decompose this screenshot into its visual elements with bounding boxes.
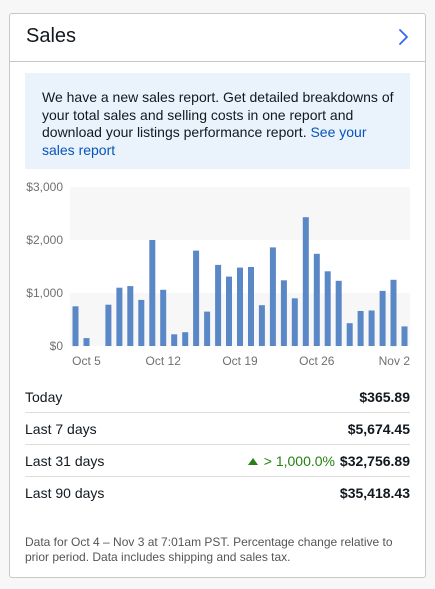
stat-label: Last 31 days	[25, 453, 105, 469]
stat-row: Last 31 days > 1,000.0% $32,756.89	[25, 445, 410, 477]
x-tick-label: Oct 26	[299, 354, 335, 368]
chart-bar[interactable]	[105, 304, 112, 346]
chevron-right-icon[interactable]	[394, 26, 412, 48]
chart-bar[interactable]	[357, 311, 364, 346]
chart-bar[interactable]	[215, 264, 222, 346]
chart-bar[interactable]	[193, 250, 200, 346]
chart-bar[interactable]	[149, 240, 156, 346]
stat-value: $32,756.89	[339, 453, 410, 469]
chart-bar[interactable]	[116, 287, 123, 346]
chart-bar[interactable]	[313, 253, 320, 346]
stat-label: Last 90 days	[25, 485, 105, 501]
chart-bar[interactable]	[226, 276, 232, 346]
y-tick-label: $2,000	[26, 233, 63, 247]
chart-bar[interactable]	[401, 326, 408, 346]
sales-summary: Today $365.89 Last 7 days $5,674.45 Last 31 …	[25, 381, 410, 509]
daily-sales-chart: $0 $1,000 $2,000 $3,000 Oct 5 Oct 12 Oct 19 Oct…	[26, 180, 411, 368]
y-tick-label: $1,000	[26, 286, 63, 300]
x-tick-label: Nov 2	[379, 354, 411, 368]
chart-bar[interactable]	[237, 267, 243, 346]
chart-bar[interactable]	[138, 299, 145, 346]
chart-bar[interactable]	[291, 298, 298, 346]
chart-bar[interactable]	[324, 271, 331, 346]
chart-bar[interactable]	[248, 267, 254, 346]
up-arrow-icon	[247, 458, 258, 465]
chart-bar[interactable]	[171, 334, 178, 346]
stat-change: > 1,000.0%	[247, 445, 335, 477]
stat-label: Last 7 days	[25, 421, 97, 437]
notice-text: We have a new sales report. Get detailed…	[42, 89, 394, 140]
chart-bar[interactable]	[204, 311, 211, 346]
chart-bar[interactable]	[258, 305, 265, 346]
stat-value: $35,418.43	[339, 485, 410, 501]
chart-bar[interactable]	[368, 310, 375, 347]
stat-row: Today $365.89	[25, 381, 410, 413]
x-tick-label: Oct 12	[146, 354, 182, 368]
chart-band	[70, 187, 410, 240]
chart-bar[interactable]	[390, 279, 397, 347]
card-header: Sales	[10, 14, 425, 62]
stat-label: Today	[25, 389, 63, 405]
chart-bar[interactable]	[269, 247, 276, 346]
sales-report-link[interactable]: See your sales report	[42, 124, 367, 158]
footnote: Data for Oct 4 – Nov 3 at 7:01am PST. Pe…	[25, 535, 393, 564]
stat-row: Last 7 days $5,674.45	[25, 413, 410, 445]
y-tick-label: $0	[50, 339, 64, 353]
chart-bar[interactable]	[160, 289, 167, 346]
card-title: Sales	[26, 25, 77, 47]
new-report-notice: We have a new sales report. Get detailed…	[25, 73, 410, 169]
chart-bar[interactable]	[302, 217, 309, 346]
x-tick-label: Oct 5	[72, 354, 101, 368]
x-tick-label: Oct 19	[222, 354, 258, 368]
stat-value: $5,674.45	[347, 421, 410, 437]
chart-bar[interactable]	[335, 280, 342, 346]
sales-card: Sales We have a new sales report. Get de…	[9, 13, 426, 578]
chart-bar[interactable]	[379, 290, 386, 346]
chart-bar[interactable]	[280, 280, 287, 346]
y-tick-label: $3,000	[26, 180, 63, 194]
chart-bar[interactable]	[346, 323, 353, 346]
chart-bar[interactable]	[83, 338, 90, 346]
stat-change-text: > 1,000.0%	[263, 453, 335, 469]
stat-value: $365.89	[359, 389, 410, 405]
stat-row: Last 90 days $35,418.43	[25, 477, 410, 509]
chart-bar[interactable]	[72, 306, 79, 347]
chart-bar[interactable]	[127, 286, 134, 346]
chart-bar[interactable]	[182, 332, 189, 346]
